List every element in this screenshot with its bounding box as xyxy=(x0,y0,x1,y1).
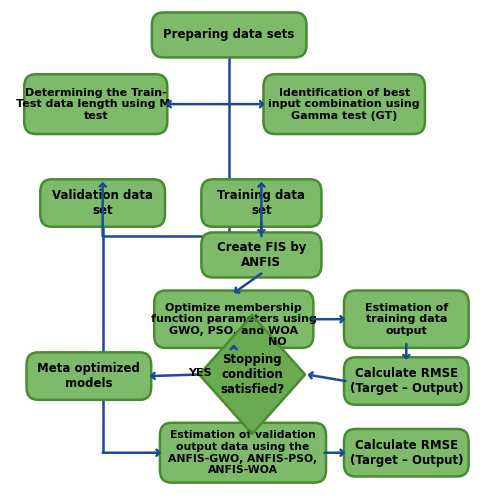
FancyBboxPatch shape xyxy=(24,74,167,134)
Text: Identification of best
input combination using
Gamma test (GT): Identification of best input combination… xyxy=(268,88,419,120)
Polygon shape xyxy=(199,316,304,434)
FancyBboxPatch shape xyxy=(263,74,424,134)
Text: Validation data
set: Validation data set xyxy=(52,189,153,217)
Text: Calculate RMSE
(Target – Output): Calculate RMSE (Target – Output) xyxy=(349,438,462,466)
FancyBboxPatch shape xyxy=(201,180,321,227)
Text: NO: NO xyxy=(268,338,287,347)
Text: Preparing data sets: Preparing data sets xyxy=(163,28,294,42)
Text: YES: YES xyxy=(187,368,211,378)
FancyBboxPatch shape xyxy=(151,12,306,58)
Text: Stopping
condition
satisfied?: Stopping condition satisfied? xyxy=(220,353,284,396)
Text: Optimize membership
function parameters using
GWO, PSO, and WOA: Optimize membership function parameters … xyxy=(151,302,316,336)
Text: Estimation of
training data
output: Estimation of training data output xyxy=(364,302,447,336)
Text: Training data
set: Training data set xyxy=(217,189,305,217)
FancyBboxPatch shape xyxy=(343,358,468,405)
FancyBboxPatch shape xyxy=(160,423,325,482)
FancyBboxPatch shape xyxy=(40,180,165,227)
Text: Calculate RMSE
(Target – Output): Calculate RMSE (Target – Output) xyxy=(349,367,462,395)
Text: Meta optimized
models: Meta optimized models xyxy=(37,362,140,390)
FancyBboxPatch shape xyxy=(27,352,151,400)
FancyBboxPatch shape xyxy=(154,290,313,348)
Text: Determining the Train-
Test data length using M-
test: Determining the Train- Test data length … xyxy=(16,88,175,120)
Text: Estimation of validation
output data using the
ANFIS-GWO, ANFIS-PSO,
ANFIS-WOA: Estimation of validation output data usi… xyxy=(168,430,317,475)
FancyBboxPatch shape xyxy=(343,429,468,476)
FancyBboxPatch shape xyxy=(343,290,468,348)
FancyBboxPatch shape xyxy=(201,232,321,278)
Text: Create FIS by
ANFIS: Create FIS by ANFIS xyxy=(216,241,305,269)
